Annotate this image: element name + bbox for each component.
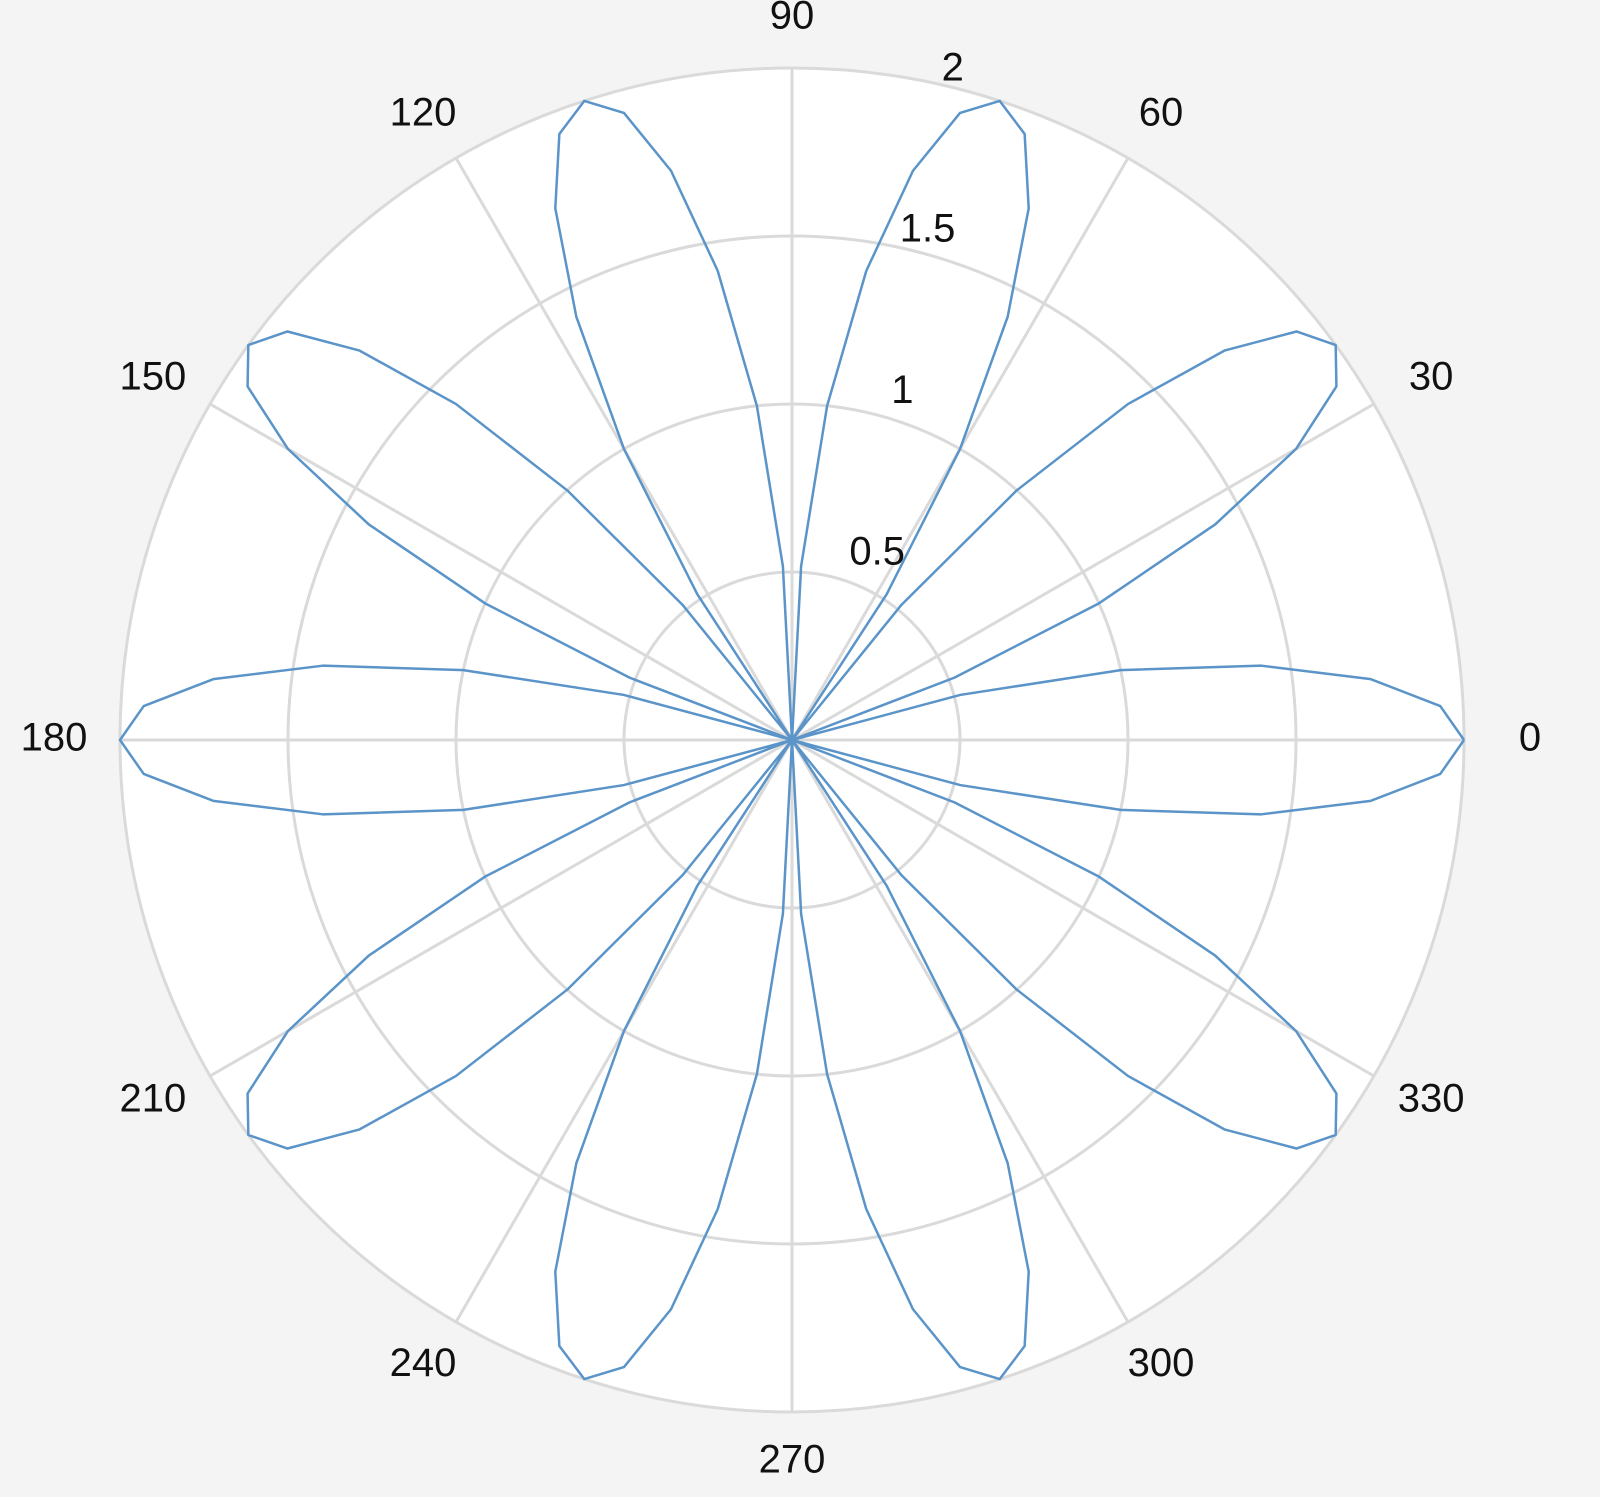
theta-tick-label: 150 bbox=[119, 355, 186, 399]
r-tick-label: 2 bbox=[942, 45, 964, 89]
theta-tick-label: 60 bbox=[1139, 90, 1184, 134]
theta-tick-label: 30 bbox=[1409, 355, 1454, 399]
theta-tick-label: 300 bbox=[1128, 1341, 1195, 1385]
theta-tick-label: 120 bbox=[390, 90, 457, 134]
r-grid-circle bbox=[454, 402, 1130, 1078]
theta-tick-label: 330 bbox=[1398, 1077, 1465, 1121]
theta-tick-label: 270 bbox=[759, 1438, 826, 1482]
theta-tick-label: 210 bbox=[119, 1077, 186, 1121]
theta-tick-label: 180 bbox=[21, 716, 88, 760]
r-tick-label: 0.5 bbox=[849, 529, 905, 573]
r-grid-circle bbox=[622, 570, 962, 910]
theta-tick-label: 90 bbox=[770, 0, 815, 38]
theta-tick-label: 240 bbox=[390, 1341, 457, 1385]
theta-tick-label: 0 bbox=[1519, 716, 1541, 760]
rose-line bbox=[118, 99, 1466, 1381]
r-tick-label: 1.5 bbox=[900, 207, 956, 251]
r-tick-label: 1 bbox=[891, 368, 913, 412]
r-grid-circle bbox=[286, 234, 1298, 1246]
